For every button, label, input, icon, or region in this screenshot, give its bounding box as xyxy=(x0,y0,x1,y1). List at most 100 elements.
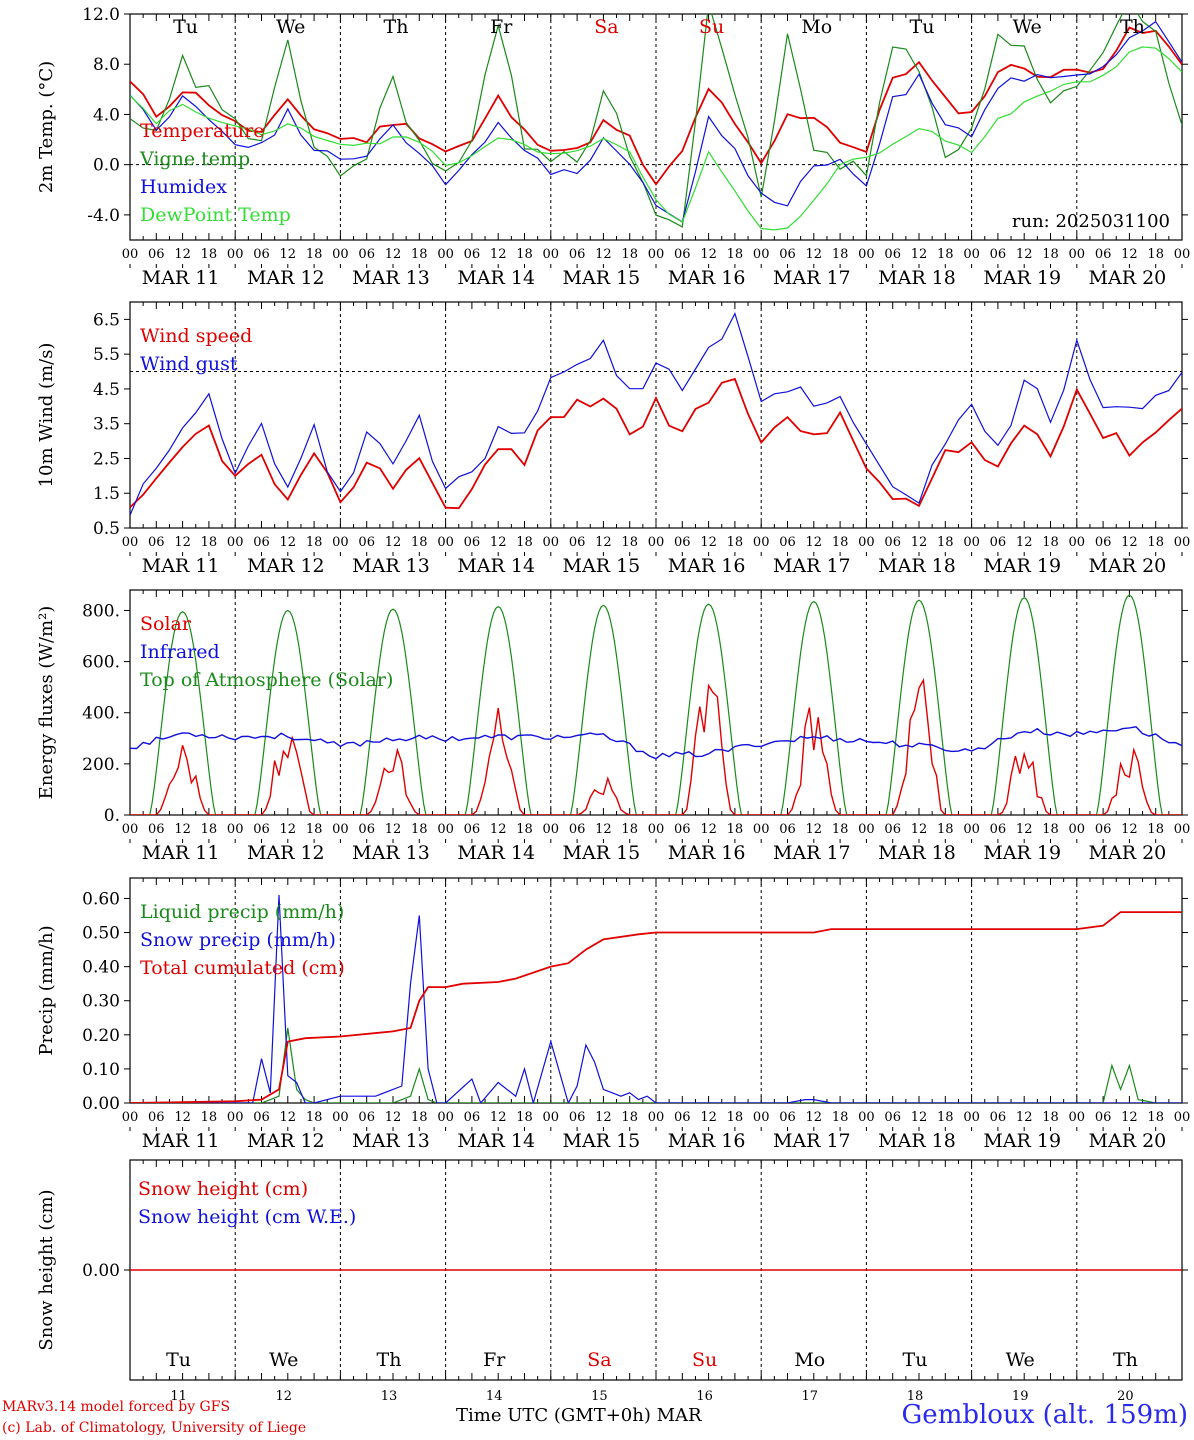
date-label: MAR 18 xyxy=(878,1130,956,1152)
hour-label: 18 xyxy=(937,822,954,837)
legend-entry: Snow precip (mm/h) xyxy=(140,929,336,951)
hour-label: 00 xyxy=(437,247,454,262)
series-line-1 xyxy=(130,677,1182,815)
date-label: MAR 14 xyxy=(457,842,535,864)
y-tick-label: 200. xyxy=(82,755,120,775)
y-tick-label: 0.30 xyxy=(82,992,120,1012)
hour-label: 06 xyxy=(464,247,481,262)
hour-label: 18 xyxy=(411,247,428,262)
hour-label: 18 xyxy=(516,1110,533,1125)
date-label: MAR 13 xyxy=(352,1130,430,1152)
plot-frame xyxy=(129,589,1183,816)
hour-label: 00 xyxy=(858,535,875,550)
hour-label: 12 xyxy=(1016,822,1033,837)
hour-label: 12 xyxy=(385,535,402,550)
legend-entry: Humidex xyxy=(140,176,227,198)
series-group xyxy=(130,14,1182,231)
y-axis-label: Snow height (cm) xyxy=(36,1189,57,1350)
hour-label: 18 xyxy=(1147,822,1164,837)
hour-label: 00 xyxy=(858,247,875,262)
hour-label: 18 xyxy=(937,535,954,550)
y-tick-label: 0.0 xyxy=(93,156,120,176)
hour-label: 06 xyxy=(569,822,586,837)
y-tick-label: 0.00 xyxy=(82,1094,120,1114)
weekday-label: Tu xyxy=(166,1349,191,1371)
date-label: MAR 12 xyxy=(247,1130,325,1152)
hour-label: 18 xyxy=(937,247,954,262)
date-label: MAR 17 xyxy=(773,267,851,289)
hour-label: 12 xyxy=(806,822,823,837)
date-label: MAR 20 xyxy=(1089,555,1167,577)
hour-label: 18 xyxy=(621,247,638,262)
date-label: MAR 16 xyxy=(668,1130,746,1152)
hour-label: 18 xyxy=(1042,1110,1059,1125)
y-tick-label: 0.60 xyxy=(82,889,120,909)
y-tick-label: -4.0 xyxy=(87,206,120,226)
hour-label: 06 xyxy=(358,247,375,262)
hour-label: 12 xyxy=(174,247,191,262)
hour-label: 12 xyxy=(700,822,717,837)
hour-label: 18 xyxy=(727,822,744,837)
hour-label: 06 xyxy=(990,535,1007,550)
date-label: MAR 20 xyxy=(1089,267,1167,289)
hour-label: 06 xyxy=(253,247,270,262)
hour-label: 00 xyxy=(543,822,560,837)
date-label: MAR 14 xyxy=(457,267,535,289)
date-label: MAR 15 xyxy=(563,1130,641,1152)
panel-1: 12.0 8.0 4.0 0.0 -4.0 2m Temp. (°C) 00 06 12 18 MA… xyxy=(36,5,1191,289)
legend-entry: Temperature xyxy=(140,120,264,142)
hour-label: 06 xyxy=(253,1110,270,1125)
y-tick-label: 0.5 xyxy=(93,519,120,539)
x-axis-label-text: Time UTC (GMT+0h) xyxy=(456,1405,651,1426)
hour-label: 18 xyxy=(516,535,533,550)
date-label: MAR 16 xyxy=(668,842,746,864)
hour-label: 12 xyxy=(911,535,928,550)
hour-label: 06 xyxy=(464,535,481,550)
series-line-1 xyxy=(130,1027,1182,1103)
legend-entry: Total cumulated (cm) xyxy=(140,957,345,979)
hour-label: 18 xyxy=(201,1110,218,1125)
y-tick-label: 0.20 xyxy=(82,1026,120,1046)
y-tick-label: 3.5 xyxy=(93,415,120,435)
hour-label: 00 xyxy=(332,1110,349,1125)
series-group xyxy=(130,894,1182,1103)
hour-label: 06 xyxy=(569,1110,586,1125)
date-label: MAR 17 xyxy=(773,1130,851,1152)
date-label: MAR 18 xyxy=(878,555,956,577)
hour-label: 12 xyxy=(1016,535,1033,550)
hour-label: 00 xyxy=(122,822,139,837)
date-label: MAR 14 xyxy=(457,1130,535,1152)
hour-label: 18 xyxy=(306,247,323,262)
hour-label: 00 xyxy=(1174,247,1191,262)
hour-label: 12 xyxy=(385,1110,402,1125)
y-tick-label: 6.5 xyxy=(93,310,120,330)
legend-entry: Wind speed xyxy=(140,325,252,347)
series-line-2 xyxy=(130,894,1182,1103)
day-number-label: 18 xyxy=(907,1389,924,1404)
day-number-label: 13 xyxy=(381,1389,398,1404)
hour-label: 06 xyxy=(358,822,375,837)
hour-label: 06 xyxy=(253,822,270,837)
hour-label: 00 xyxy=(122,535,139,550)
y-tick-label: 4.0 xyxy=(93,105,120,125)
hour-label: 18 xyxy=(937,1110,954,1125)
hour-label: 12 xyxy=(174,822,191,837)
hour-label: 12 xyxy=(595,1110,612,1125)
weekday-label: Su xyxy=(692,1349,717,1371)
weekday-label: Th xyxy=(377,1349,402,1371)
hour-label: 12 xyxy=(911,822,928,837)
hour-label: 06 xyxy=(358,1110,375,1125)
hour-label: 06 xyxy=(674,535,691,550)
hour-label: 06 xyxy=(569,247,586,262)
hour-label: 00 xyxy=(1174,822,1191,837)
y-tick-label: 400. xyxy=(82,704,120,724)
hour-label: 06 xyxy=(148,535,165,550)
weekday-label: Th xyxy=(384,16,409,38)
date-label: MAR 15 xyxy=(563,555,641,577)
hour-label: 00 xyxy=(122,1110,139,1125)
y-tick-label: 12.0 xyxy=(82,5,120,25)
hour-label: 00 xyxy=(122,247,139,262)
hour-label: 18 xyxy=(727,535,744,550)
hour-label: 18 xyxy=(832,1110,849,1125)
panel-2: 6.5 5.5 4.5 3.5 2.5 1.5 0.5 10m Wind (m/s) 00 06 1… xyxy=(36,301,1190,577)
